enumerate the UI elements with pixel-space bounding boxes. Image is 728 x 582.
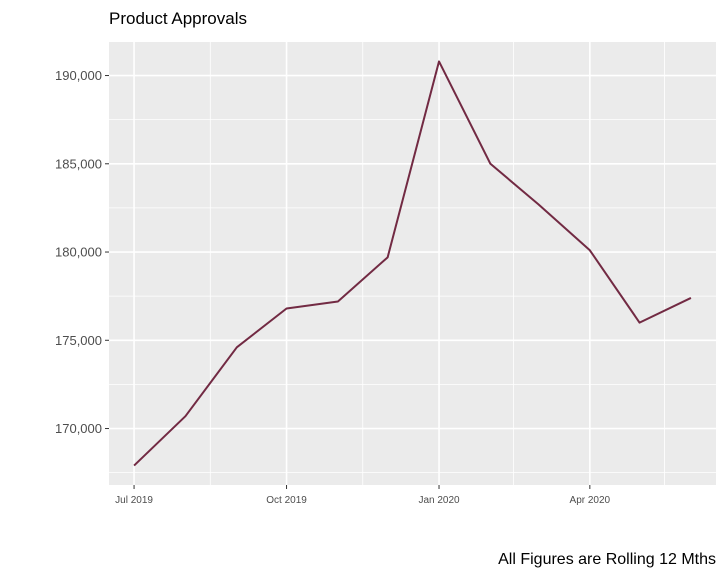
x-axis: Jul 2019 Oct 2019 Jan 2020 Apr 2020 xyxy=(115,485,611,506)
chart-title: Product Approvals xyxy=(109,9,247,28)
x-tick-label: Jul 2019 xyxy=(115,495,153,506)
x-tick-label: Oct 2019 xyxy=(266,495,307,506)
chart-caption: All Figures are Rolling 12 Mths xyxy=(498,551,716,568)
y-tick-label: 180,000 xyxy=(55,245,102,260)
x-tick-label: Apr 2020 xyxy=(570,495,611,506)
y-tick-label: 185,000 xyxy=(55,156,102,171)
y-axis: 170,000 175,000 180,000 185,000 190,000 xyxy=(55,68,109,436)
y-tick-label: 170,000 xyxy=(55,421,102,436)
y-tick-label: 190,000 xyxy=(55,68,102,83)
series-line xyxy=(133,60,692,467)
plot-panel xyxy=(109,42,716,485)
y-tick-label: 175,000 xyxy=(55,333,102,348)
x-tick-label: Jan 2020 xyxy=(418,495,460,506)
